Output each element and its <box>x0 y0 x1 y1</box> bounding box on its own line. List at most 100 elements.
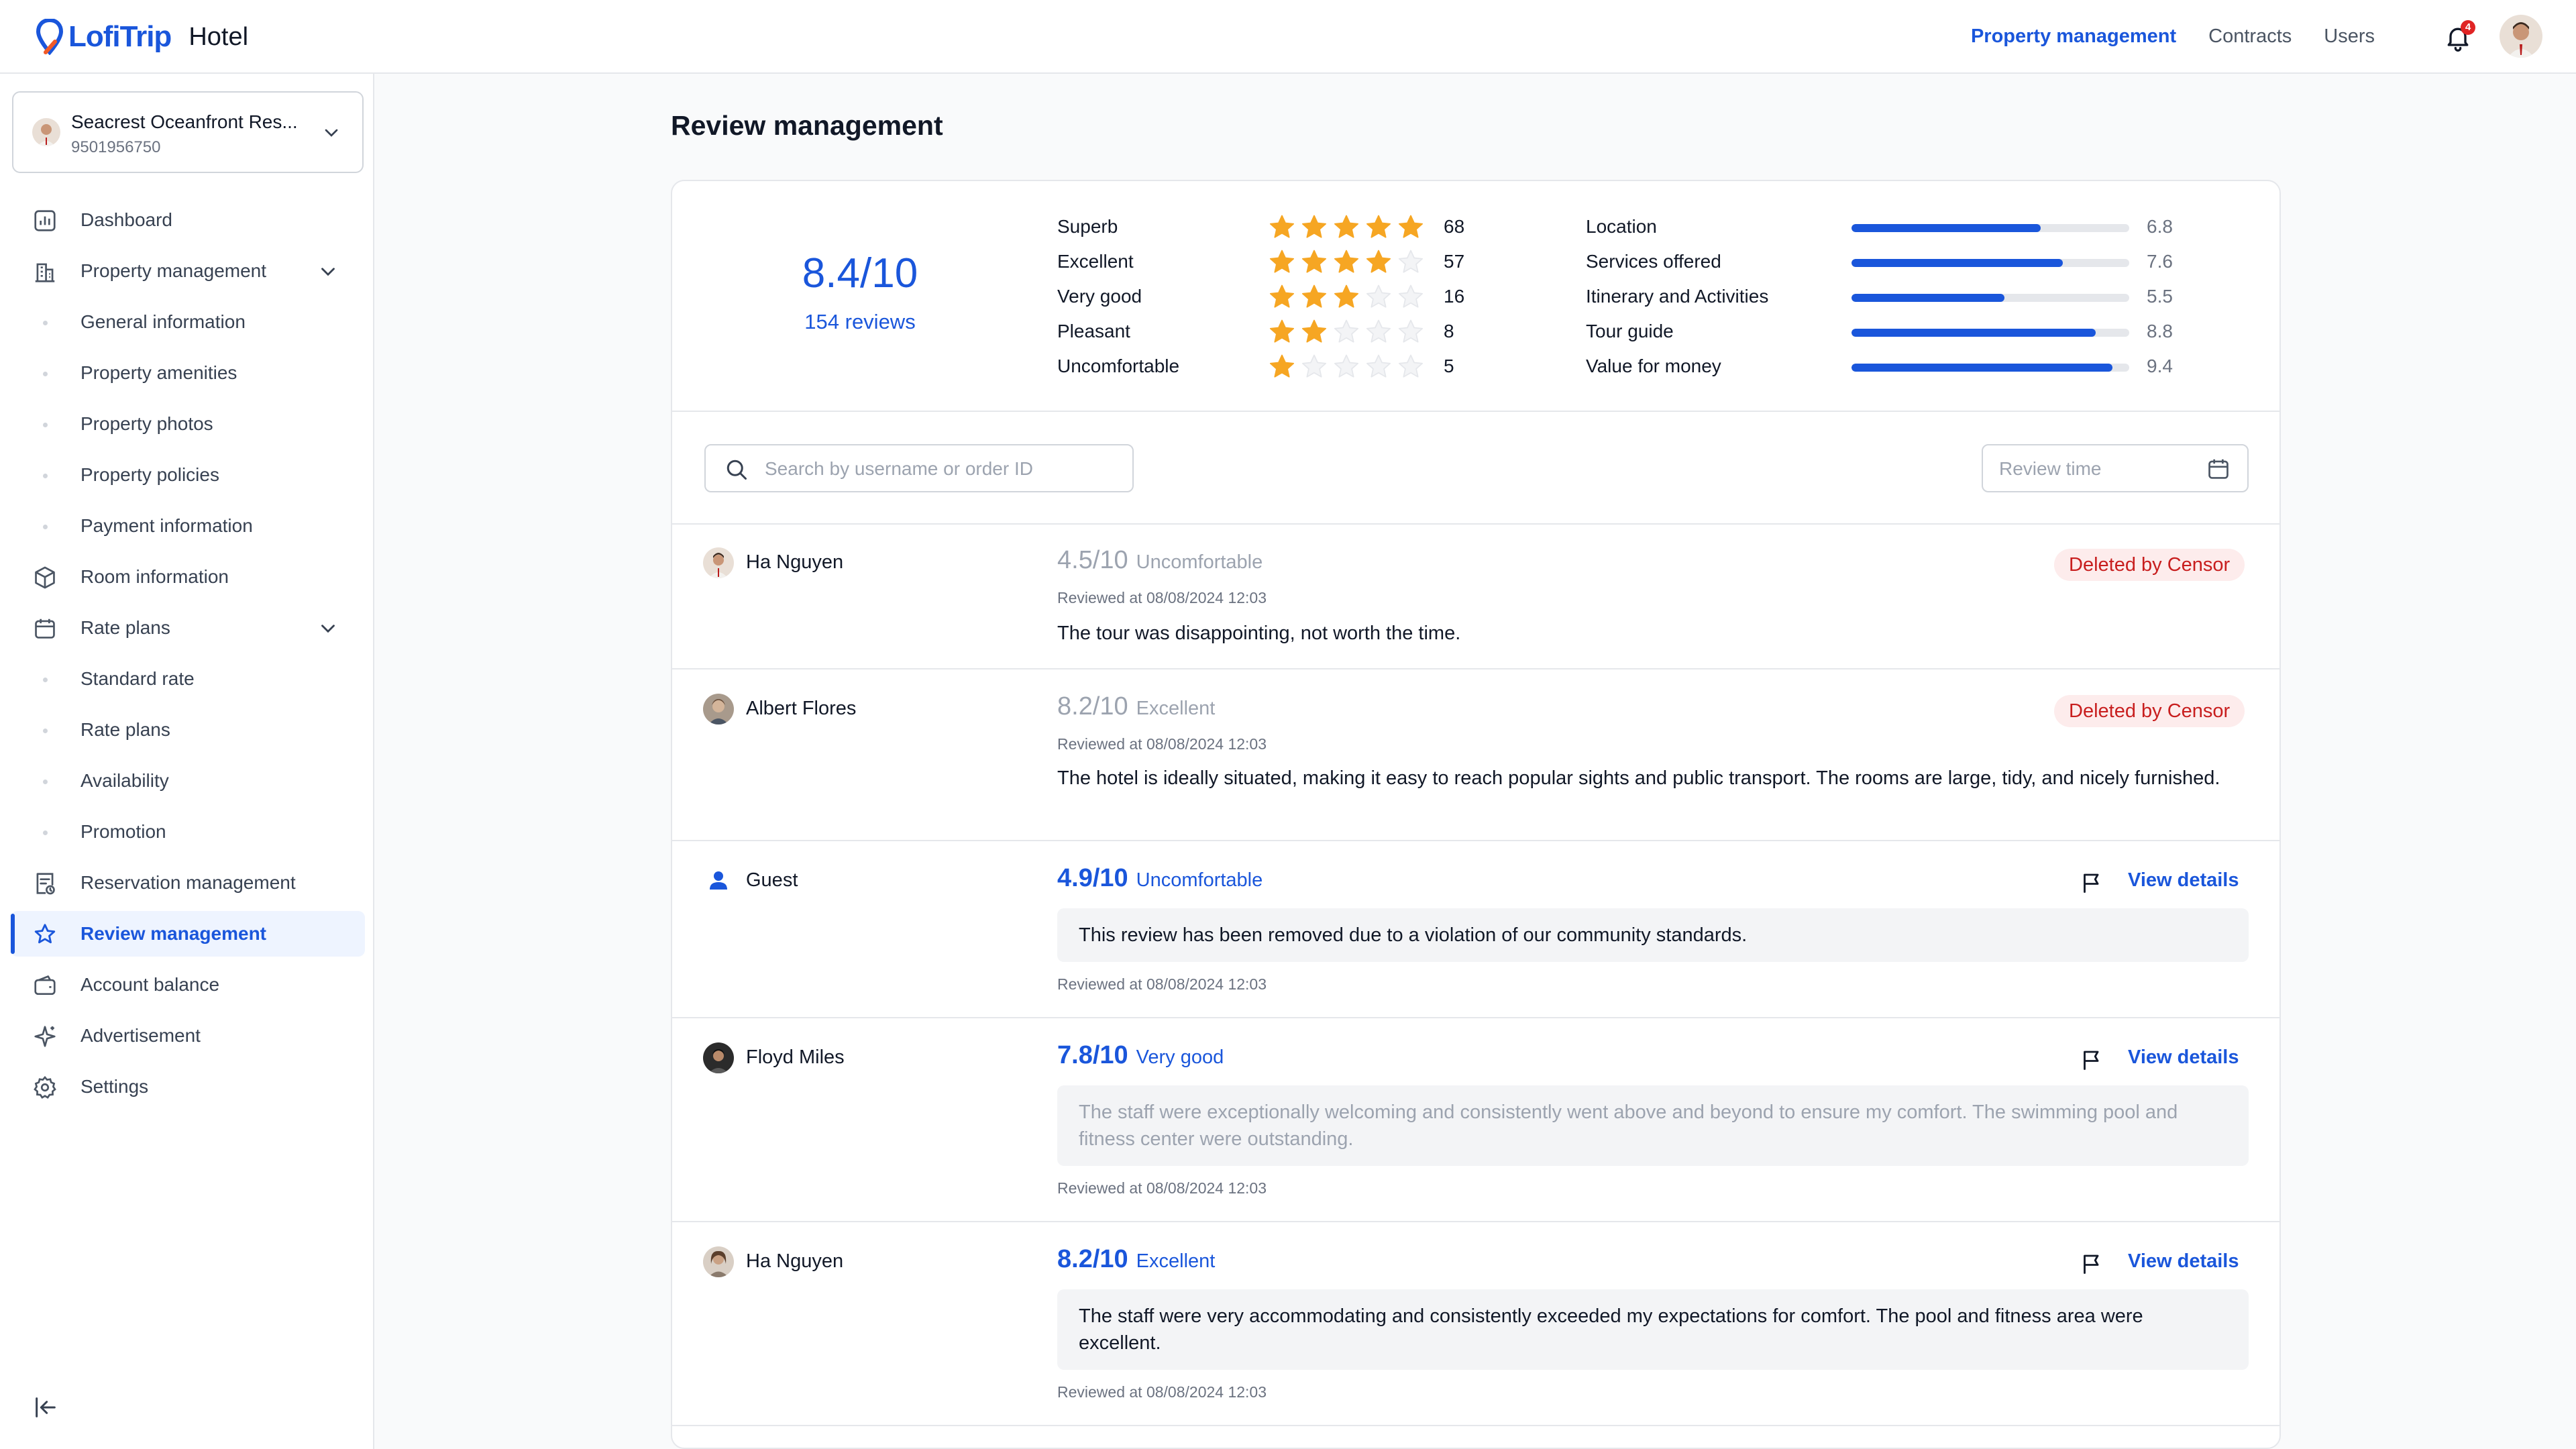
bullet-dot <box>43 525 48 529</box>
topnav-contracts[interactable]: Contracts <box>2208 25 2292 47</box>
bullet-dot <box>43 321 48 325</box>
view-details-link[interactable]: View details <box>2128 1046 2239 1068</box>
star-filled-icon <box>1366 215 1391 238</box>
star-empty-icon <box>1366 354 1391 378</box>
sidebar-item-room-information[interactable]: Room information <box>0 551 374 602</box>
star-rating <box>1268 318 1429 346</box>
score-word: Uncomfortable <box>1136 869 1263 891</box>
bullet-dot <box>43 372 48 376</box>
sidebar-item-payment-information[interactable]: Payment information <box>0 500 374 551</box>
star-filled-icon <box>1398 215 1424 238</box>
sidebar-item-standard-rate[interactable]: Standard rate <box>0 653 374 704</box>
sidebar-item-review-management[interactable]: Review management <box>0 908 374 959</box>
gear-icon <box>34 1075 56 1099</box>
sidebar-item-property-amenities[interactable]: Property amenities <box>0 347 374 398</box>
star-filled-icon <box>1334 284 1359 308</box>
review-summary: 8.4/10 154 reviews Superb 68 Excellent 5… <box>672 181 2279 412</box>
chevron-down-icon <box>325 129 338 137</box>
sidebar: Seacrest Oceanfront Res... 9501956750 Da… <box>0 74 374 1449</box>
flag-icon[interactable] <box>2080 871 2104 895</box>
sidebar-item-promotion[interactable]: Promotion <box>0 806 374 857</box>
sidebar-item-general-information[interactable]: General information <box>0 297 374 347</box>
bullet-dot <box>43 830 48 835</box>
score-value: 8.2/10 <box>1057 692 1128 720</box>
review-text: This review has been removed due to a vi… <box>1057 908 2249 962</box>
sidebar-item-label: Availability <box>80 770 169 791</box>
review-row: Floyd Miles 7.8/10 Very good The staff we… <box>672 1018 2279 1222</box>
score-track <box>1851 329 2129 337</box>
review-timestamp: Reviewed at 08/08/2024 12:03 <box>1057 1383 1267 1401</box>
sidebar-item-property-management[interactable]: Property management <box>0 246 374 297</box>
category-label: Tour guide <box>1586 321 1674 341</box>
top-bar: LofiTrip Hotel Property management Contr… <box>0 0 2576 74</box>
active-highlight <box>11 911 365 957</box>
view-details-link[interactable]: View details <box>2128 1250 2239 1272</box>
rating-row-excellent: Excellent 57 <box>1057 246 1513 280</box>
score-fill <box>1851 364 2113 372</box>
sidebar-item-settings[interactable]: Settings <box>0 1061 374 1112</box>
star-empty-icon <box>1366 319 1391 343</box>
sidebar-item-label: Room information <box>80 566 229 587</box>
category-value: 8.8 <box>2147 321 2173 341</box>
review-count: 154 reviews <box>804 310 916 333</box>
sidebar-item-rate-plans[interactable]: Rate plans <box>0 602 374 653</box>
sidebar-item-label: Standard rate <box>80 668 195 689</box>
search-input[interactable] <box>763 453 1115 484</box>
collapse-sidebar-icon[interactable] <box>32 1394 59 1421</box>
review-score: 7.8/10 Very good <box>1057 1041 1224 1070</box>
rating-count: 8 <box>1444 321 1454 341</box>
sidebar-item-advertisement[interactable]: Advertisement <box>0 1010 374 1061</box>
avatar <box>703 1042 734 1073</box>
review-card: 8.4/10 154 reviews Superb 68 Excellent 5… <box>671 180 2281 1449</box>
cube-icon <box>35 566 55 589</box>
reviewer-name: Guest <box>746 869 798 891</box>
topnav-property-management[interactable]: Property management <box>1970 25 2177 47</box>
score-word: Excellent <box>1136 698 1216 719</box>
category-row-location: Location 6.8 <box>1586 211 2230 246</box>
reviewer-name: Albert Flores <box>746 698 857 719</box>
review-timestamp: Reviewed at 08/08/2024 12:03 <box>1057 1179 1267 1197</box>
sidebar-item-label: Property photos <box>80 413 213 434</box>
sidebar-item-account-balance[interactable]: Account balance <box>0 959 374 1010</box>
sidebar-item-rate-plans-sub[interactable]: Rate plans <box>0 704 374 755</box>
score-track <box>1851 224 2129 232</box>
score-value: 7.8/10 <box>1057 1041 1128 1069</box>
bell-icon[interactable] <box>2443 23 2473 52</box>
sidebar-item-property-policies[interactable]: Property policies <box>0 449 374 500</box>
star-filled-icon <box>1301 284 1327 308</box>
guest-avatar <box>703 865 734 896</box>
search-box[interactable] <box>704 444 1134 492</box>
sidebar-item-reservation-management[interactable]: Reservation management <box>0 857 374 908</box>
property-id: 9501956750 <box>71 138 161 156</box>
view-details-link[interactable]: View details <box>2128 869 2239 891</box>
user-avatar[interactable] <box>2500 15 2542 58</box>
rating-label: Excellent <box>1057 251 1134 272</box>
overall-score: 8.4/10 <box>802 250 918 297</box>
avatar <box>703 547 734 578</box>
star-empty-icon <box>1334 354 1359 378</box>
sidebar-item-dashboard[interactable]: Dashboard <box>0 195 374 246</box>
review-row: Ha Nguyen 4.5/10 Uncomfortable Reviewed a… <box>672 523 2279 669</box>
star-filled-icon <box>1301 319 1327 343</box>
score-fill <box>1851 294 2004 302</box>
topnav-users[interactable]: Users <box>2324 25 2375 47</box>
sidebar-item-label: Promotion <box>80 821 166 842</box>
calendar-icon[interactable] <box>2206 456 2231 482</box>
location-pin-icon <box>36 19 63 55</box>
property-selector[interactable]: Seacrest Oceanfront Res... 9501956750 <box>12 91 364 173</box>
category-row-itinerary: Itinerary and Activities 5.5 <box>1586 280 2230 315</box>
star-empty-icon <box>1398 354 1424 378</box>
star-filled-icon <box>1301 215 1327 238</box>
sidebar-item-availability[interactable]: Availability <box>0 755 374 806</box>
review-time-input[interactable] <box>1998 453 2202 484</box>
flag-icon[interactable] <box>2080 1048 2104 1072</box>
rating-row-pleasant: Pleasant 8 <box>1057 315 1513 350</box>
bullet-dot <box>43 780 48 784</box>
top-navigation: Property management Contracts Users <box>1971 25 2375 48</box>
flag-icon[interactable] <box>2080 1252 2104 1276</box>
sidebar-item-label: Settings <box>80 1076 149 1097</box>
logo[interactable]: LofiTrip Hotel <box>36 19 248 55</box>
review-time-picker[interactable] <box>1982 444 2249 492</box>
active-indicator <box>11 914 15 954</box>
sidebar-item-property-photos[interactable]: Property photos <box>0 398 374 449</box>
